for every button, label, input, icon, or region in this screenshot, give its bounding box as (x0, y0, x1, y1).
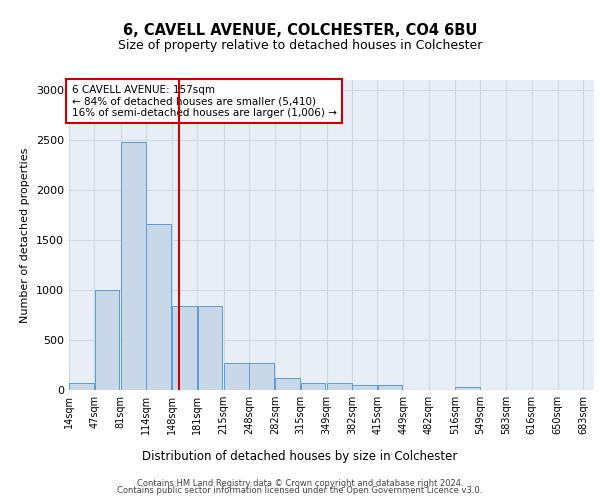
Text: Distribution of detached houses by size in Colchester: Distribution of detached houses by size … (142, 450, 458, 463)
Bar (224, 363, 248, 390)
Bar (172, 306, 197, 390)
Bar (377, 385, 402, 390)
Text: Size of property relative to detached houses in Colchester: Size of property relative to detached ho… (118, 40, 482, 52)
Bar (70, 383, 94, 390)
Bar (301, 383, 325, 390)
Text: Contains HM Land Registry data © Crown copyright and database right 2024.: Contains HM Land Registry data © Crown c… (137, 478, 463, 488)
Bar (146, 224, 171, 390)
Bar (455, 387, 480, 390)
Y-axis label: Number of detached properties: Number of detached properties (20, 148, 31, 322)
Bar (352, 385, 377, 390)
Text: Contains public sector information licensed under the Open Government Licence v3: Contains public sector information licen… (118, 486, 482, 495)
Bar (197, 306, 223, 390)
Text: 6, CAVELL AVENUE, COLCHESTER, CO4 6BU: 6, CAVELL AVENUE, COLCHESTER, CO4 6BU (123, 22, 477, 38)
Text: 6 CAVELL AVENUE: 157sqm
← 84% of detached houses are smaller (5,410)
16% of semi: 6 CAVELL AVENUE: 157sqm ← 84% of detache… (71, 84, 337, 118)
Bar (95, 290, 119, 390)
Bar (327, 383, 352, 390)
Bar (275, 378, 300, 390)
Bar (121, 142, 146, 390)
Bar (249, 363, 274, 390)
